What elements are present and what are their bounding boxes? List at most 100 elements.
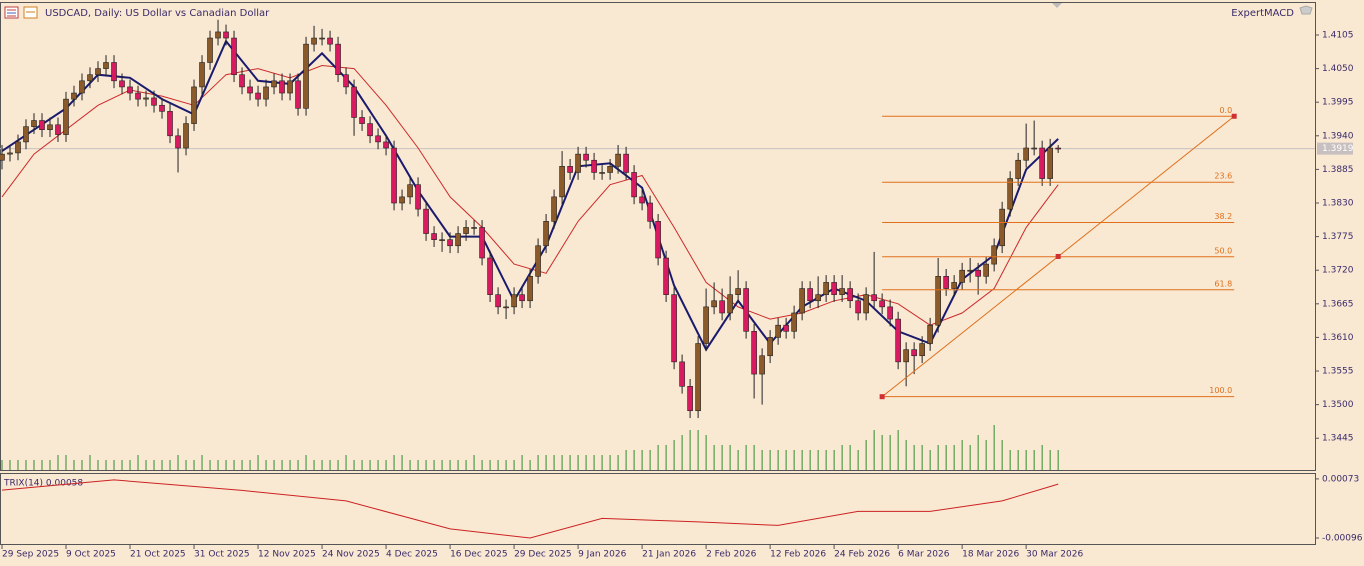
- candle-body: [327, 37, 333, 45]
- candle-body: [623, 153, 629, 173]
- candle-body: [223, 31, 229, 39]
- candle-body: [551, 196, 557, 222]
- candle-body: [567, 166, 573, 173]
- last-price-box: [1317, 142, 1353, 155]
- candle-body: [31, 120, 37, 127]
- fib-level-label: 100.0: [1209, 386, 1232, 395]
- candle-body: [151, 97, 157, 106]
- y-tick-label: 1.3445: [1322, 434, 1354, 444]
- x-tick-label: 31 Oct 2025: [194, 550, 250, 560]
- fib-handle[interactable]: [1055, 253, 1061, 259]
- fib-handle[interactable]: [1231, 113, 1237, 119]
- candle-body: [119, 80, 125, 88]
- y-tick-label: 1.3775: [1322, 232, 1354, 242]
- candle-body: [591, 159, 597, 173]
- candle-body: [967, 269, 973, 272]
- x-tick-label: 29 Sep 2025: [2, 550, 59, 560]
- candle-body: [983, 263, 989, 277]
- candle-body: [423, 208, 429, 234]
- menu-icon[interactable]: [4, 6, 19, 19]
- candle-body: [207, 37, 213, 63]
- candle-body: [999, 208, 1005, 247]
- candle-body: [7, 152, 13, 155]
- x-tick-label: 4 Dec 2025: [386, 550, 438, 560]
- candle-body: [519, 294, 525, 302]
- candle-body: [367, 123, 373, 137]
- candle-body: [887, 306, 893, 320]
- candle-body: [295, 80, 301, 109]
- candle-body: [47, 124, 53, 130]
- candle-body: [1015, 159, 1021, 179]
- candle-body: [943, 276, 949, 289]
- scroll-marker[interactable]: [1052, 3, 1062, 8]
- candle-body: [583, 153, 589, 161]
- x-tick-label: 24 Feb 2026: [834, 550, 890, 560]
- candle-body: [687, 385, 693, 412]
- candle-body: [695, 343, 701, 412]
- candle-body: [167, 111, 173, 137]
- candle-body: [0, 153, 5, 161]
- candle-body: [55, 124, 61, 135]
- candle-body: [711, 300, 717, 308]
- candle-body: [935, 276, 941, 326]
- fib-handle[interactable]: [879, 394, 885, 400]
- candle-body: [111, 62, 117, 82]
- candle-body: [815, 294, 821, 302]
- candle-body: [63, 98, 69, 135]
- info-icon[interactable]: [23, 6, 38, 19]
- candle-body: [335, 43, 341, 76]
- candle-body: [1031, 147, 1037, 150]
- candle-body: [135, 92, 141, 100]
- candle-body: [615, 153, 621, 167]
- candle-body: [199, 62, 205, 88]
- candle-body: [239, 74, 245, 88]
- candle-body: [895, 318, 901, 363]
- candle-body: [383, 141, 389, 149]
- candle-body: [263, 86, 269, 100]
- candle-body: [503, 306, 509, 309]
- candle-body: [1039, 147, 1045, 179]
- candle-body: [543, 221, 549, 247]
- x-tick-label: 9 Jan 2026: [578, 550, 626, 560]
- candle-body: [631, 172, 637, 198]
- candle-body: [663, 257, 669, 295]
- candle-body: [719, 300, 725, 314]
- y-tick-label: 1.3500: [1322, 400, 1354, 410]
- candle-body: [175, 135, 181, 149]
- candle-body: [71, 92, 77, 100]
- candle-body: [415, 184, 421, 210]
- candle-body: [775, 324, 781, 338]
- y-tick-label: 1.3720: [1322, 266, 1354, 276]
- expert-hat-icon[interactable]: [1299, 5, 1313, 15]
- x-tick-label: 18 Mar 2026: [962, 550, 1019, 560]
- candle-body: [839, 288, 845, 295]
- candle-body: [559, 166, 565, 198]
- candle-body: [911, 349, 917, 357]
- x-tick-label: 16 Dec 2025: [450, 550, 508, 560]
- candle-body: [903, 349, 909, 363]
- candle-body: [647, 202, 653, 222]
- candle-body: [783, 324, 789, 332]
- candle-body: [247, 86, 253, 94]
- candle-body: [575, 153, 581, 173]
- candle-body: [847, 288, 853, 302]
- candle-body: [767, 337, 773, 357]
- candle-body: [479, 227, 485, 259]
- candle-body: [143, 97, 149, 100]
- candle-body: [351, 86, 357, 118]
- candle-body: [455, 233, 461, 247]
- candle-body: [703, 306, 709, 344]
- trix-label: TRIX(14) 0.00058: [3, 479, 83, 489]
- fib-level-label: 23.6: [1214, 172, 1232, 181]
- x-tick-label: 9 Oct 2025: [66, 550, 116, 560]
- candle-body: [103, 62, 109, 69]
- candle-body: [735, 288, 741, 295]
- candle-body: [431, 233, 437, 240]
- candle-body: [639, 196, 645, 204]
- candle-body: [823, 282, 829, 295]
- x-tick-label: 2 Feb 2026: [706, 550, 757, 560]
- candle-body: [655, 221, 661, 259]
- x-tick-label: 6 Mar 2026: [898, 550, 950, 560]
- candle-body: [87, 74, 93, 82]
